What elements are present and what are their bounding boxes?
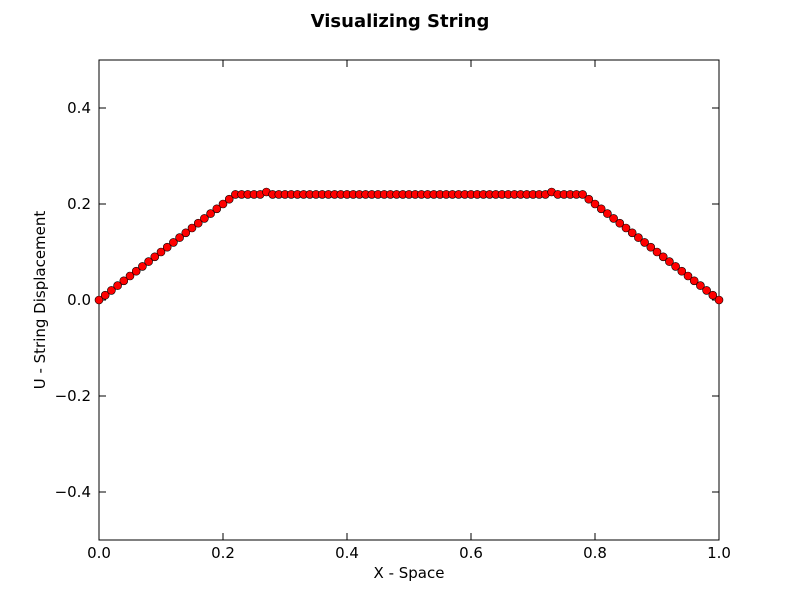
chart-title: Visualizing String	[311, 11, 490, 32]
data-point	[677, 266, 687, 276]
x-axis-label: X - Space	[374, 564, 445, 582]
data-point	[181, 228, 191, 238]
data-point	[671, 262, 680, 271]
x-tick-label: 0.4	[335, 544, 359, 562]
data-point	[144, 257, 153, 266]
data-point	[627, 228, 637, 238]
data-point	[578, 190, 587, 199]
data-point	[125, 271, 135, 281]
data-point	[156, 247, 166, 257]
data-point	[590, 199, 600, 209]
data-point	[696, 281, 705, 290]
data-point	[646, 242, 656, 252]
data-point	[200, 214, 209, 223]
data-point	[603, 209, 612, 218]
data-point	[175, 233, 184, 242]
data-point	[658, 252, 668, 262]
data-point	[131, 266, 141, 276]
data-point	[150, 252, 160, 262]
data-point	[702, 286, 711, 295]
data-point	[714, 295, 724, 305]
data-point	[169, 238, 178, 247]
data-point	[94, 295, 104, 305]
x-tick-label: 0.2	[211, 544, 235, 562]
data-point	[652, 247, 662, 257]
data-point	[113, 281, 122, 290]
data-point	[609, 214, 618, 223]
data-point	[584, 194, 594, 204]
data-point	[218, 199, 228, 209]
data-point	[634, 233, 643, 242]
data-point	[640, 238, 649, 247]
data-point	[107, 286, 116, 295]
data-point	[596, 204, 606, 214]
x-tick-label: 0.8	[583, 544, 607, 562]
data-point	[138, 262, 147, 271]
data-point	[621, 223, 631, 233]
data-point	[708, 290, 718, 300]
plot-area	[98, 59, 720, 541]
data-point	[689, 276, 699, 286]
data-point	[665, 257, 674, 266]
data-point	[615, 218, 625, 228]
data-point	[100, 290, 110, 300]
data-point	[119, 276, 129, 286]
data-point	[212, 204, 222, 214]
data-point	[187, 223, 197, 233]
x-tick-label: 1.0	[707, 544, 731, 562]
y-tick-label: 0.2	[67, 195, 91, 213]
y-tick-label: 0.4	[67, 99, 91, 117]
x-tick-label: 0.6	[459, 544, 483, 562]
data-point	[193, 218, 203, 228]
series-group	[94, 187, 724, 305]
x-tick-label: 0.0	[87, 544, 111, 562]
data-point	[162, 242, 172, 252]
y-tick-label: −0.2	[55, 387, 91, 405]
ticks: 0.0 0.2 0.4 0.6 0.8 1.0 −0.4 −0.2 0.0 0.2 0.4	[55, 60, 731, 562]
data-point	[683, 271, 693, 281]
y-tick-label: 0.0	[67, 291, 91, 309]
data-point	[206, 209, 215, 218]
y-axis-label: U - String Displacement	[31, 211, 49, 390]
y-tick-label: −0.4	[55, 483, 91, 501]
data-point	[224, 194, 234, 204]
